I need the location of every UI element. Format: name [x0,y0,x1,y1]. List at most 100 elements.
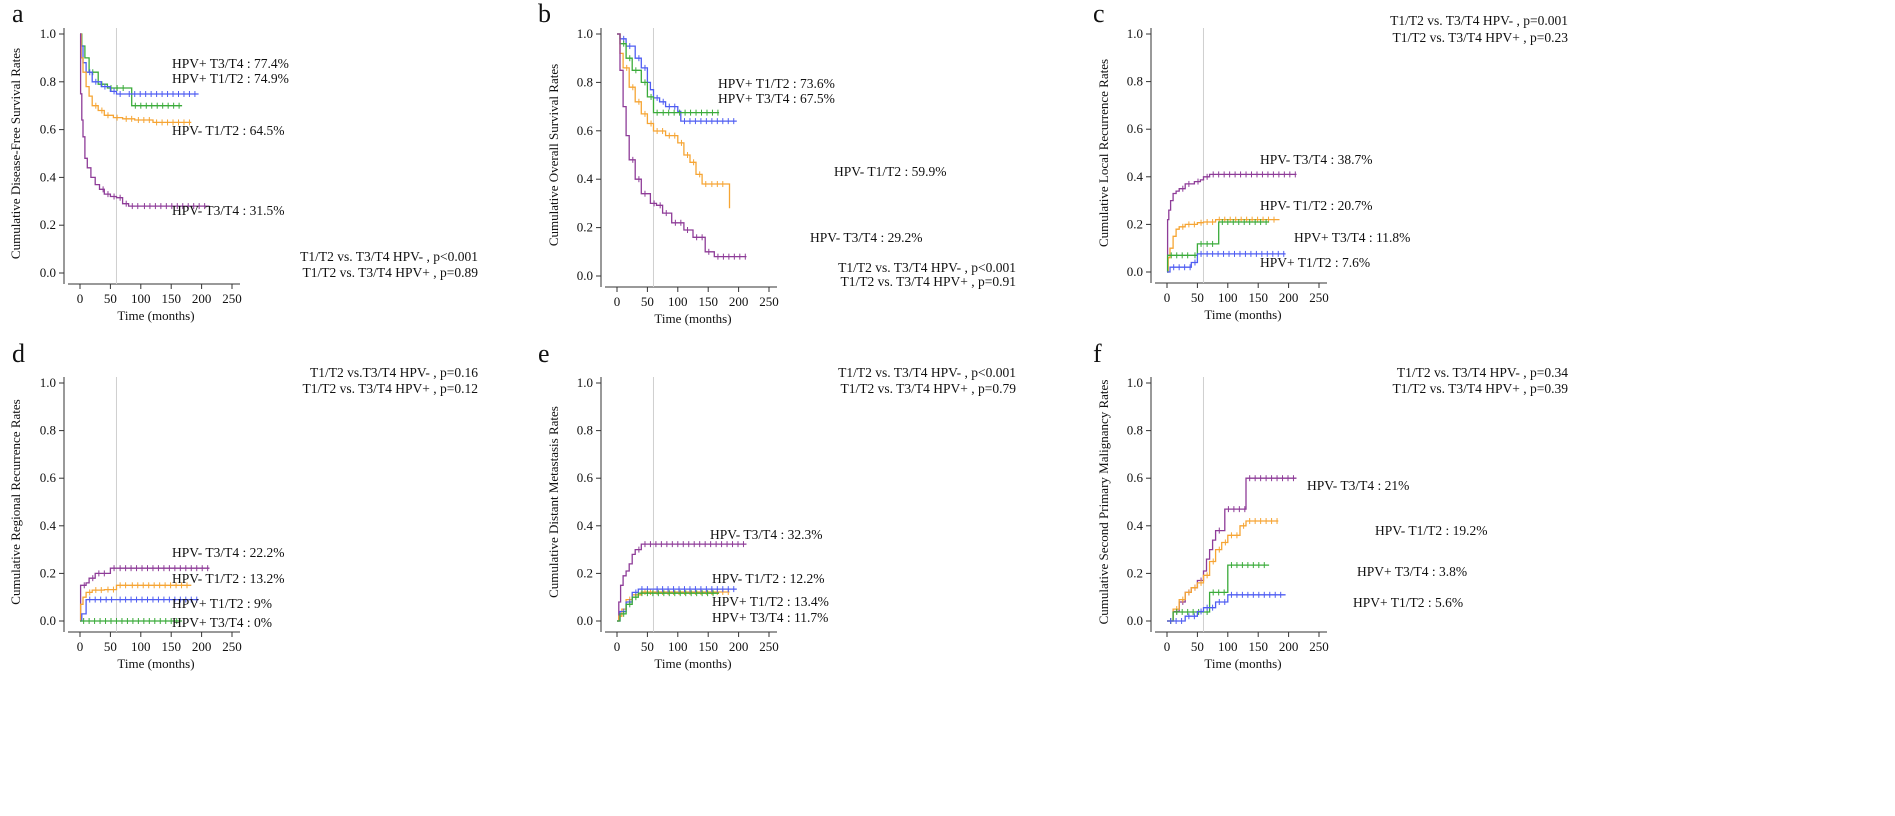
panel-e: e 0 50 100 150 200 250 0.0 0.2 0.4 0.6 0.8 1.0 Time (… [538,339,1016,671]
stats-annotation: T1/T2 vs. T3/T4 HPV+ , p=0.91 [841,274,1016,289]
km-curve-hpv-t1-t2 [1167,218,1280,273]
x-tick-label: 200 [192,639,212,654]
panel-a: a 0 50 100 150 200 250 0.0 0.2 0.4 0.6 0.8 1.0 Time (… [8,0,478,323]
y-tick-label: 0.4 [577,171,594,186]
stats-annotation: T1/T2 vs. T3/T4 HPV+ , p=0.39 [1393,381,1569,396]
curve-label-hpv-t1-t2: HPV+ T1/T2 : 5.6% [1353,595,1463,610]
curve-label-hpv-t1-t2: HPV- T1/T2 : 20.7% [1260,198,1373,213]
x-tick-label: 150 [698,639,718,654]
stats-annotation: T1/T2 vs. T3/T4 HPV+ , p=0.12 [303,381,478,396]
stats-annotation: T1/T2 vs. T3/T4 HPV- , p=0.34 [1397,365,1568,380]
x-tick-label: 0 [614,639,621,654]
y-tick-label: 1.0 [40,375,56,390]
panel-b: b 0 50 100 150 200 250 0.0 0.2 0.4 0.6 0.8 1.0 Time (… [538,0,1016,326]
y-tick-label: 0.4 [40,169,57,184]
y-tick-label: 0.0 [1127,264,1143,279]
x-axis-label: Time (months) [117,308,194,323]
km-curve-hpv-t3-t4 [617,33,720,114]
x-axis-label: Time (months) [1204,307,1281,322]
x-axis-label: Time (months) [117,656,194,671]
y-tick-label: 0.8 [40,74,56,89]
curve-label-hpv-t3-t4: HPV+ T3/T4 : 67.5% [718,91,835,106]
km-curve-hpv-t1-t2 [80,33,199,95]
curve-label-hpv-t3-t4: HPV+ T3/T4 : 3.8% [1357,564,1467,579]
y-tick-label: 0.6 [577,470,594,485]
panel-letter: b [538,0,551,28]
x-tick-label: 0 [77,291,84,306]
curve-label-hpv-t3-t4: HPV+ T3/T4 : 77.4% [172,56,289,71]
x-tick-label: 0 [614,294,621,309]
y-tick-label: 0.2 [577,565,593,580]
stats-annotation: T1/T2 vs. T3/T4 HPV+ , p=0.23 [1393,30,1569,45]
panel-c: c 0 50 100 150 200 250 0.0 0.2 0.4 0.6 0.8 1.0 Time (… [1093,0,1568,322]
curve-label-hpv-t3-t4: HPV- T3/T4 : 38.7% [1260,152,1373,167]
curve-label-hpv-t1-t2: HPV+ T1/T2 : 7.6% [1260,255,1370,270]
y-tick-label: 1.0 [40,26,56,41]
stats-annotation: T1/T2 vs. T3/T4 HPV- , p<0.001 [838,365,1016,380]
x-tick-label: 150 [1248,290,1268,305]
y-tick-label: 0.0 [1127,613,1143,628]
x-tick-label: 50 [104,639,117,654]
panel-letter: f [1093,339,1102,368]
panel-d: d 0 50 100 150 200 250 0.0 0.2 0.4 0.6 0.8 1.0 Time (… [8,339,478,671]
x-tick-label: 100 [1218,639,1238,654]
x-tick-label: 250 [1309,639,1329,654]
x-tick-label: 50 [641,639,654,654]
y-tick-label: 0.8 [1127,423,1143,438]
km-curve-hpv-t3-t4 [617,543,747,622]
stats-annotation: T1/T2 vs. T3/T4 HPV+ , p=0.79 [841,381,1017,396]
y-tick-label: 0.8 [40,423,56,438]
curve-label-hpv-t1-t2: HPV- T1/T2 : 12.2% [712,571,825,586]
y-axis-label: Cumulative Overall Survival Rates [546,64,561,246]
panel-f: f 0 50 100 150 200 250 0.0 0.2 0.4 0.6 0.8 1.0 Time (… [1093,339,1568,671]
km-curve-hpv-t3-t4 [79,33,210,207]
y-axis-label: Cumulative Distant Metastasis Rates [546,406,561,598]
km-curve-hpv-t3-t4 [617,33,747,258]
panel-letter: e [538,339,550,368]
curve-label-hpv-t1-t2: HPV+ T1/T2 : 9% [172,596,272,611]
x-tick-label: 50 [104,291,117,306]
km-curve-hpv-t3-t4 [617,592,720,622]
curve-label-hpv-t3-t4: HPV- T3/T4 : 21% [1307,478,1409,493]
curve-label-hpv-t3-t4: HPV+ T3/T4 : 0% [172,615,272,630]
x-tick-label: 150 [161,639,181,654]
curve-label-hpv-t1-t2: HPV+ T1/T2 : 13.4% [712,594,829,609]
y-tick-label: 1.0 [1127,26,1143,41]
y-tick-label: 0.4 [577,518,594,533]
x-tick-label: 100 [668,639,688,654]
y-tick-label: 1.0 [1127,375,1143,390]
y-axis-label: Cumulative Local Recurrence Rates [1096,59,1111,247]
y-tick-label: 0.2 [40,565,56,580]
x-tick-label: 100 [668,294,688,309]
x-tick-label: 150 [161,291,181,306]
stats-annotation: T1/T2 vs. T3/T4 HPV- , p<0.001 [838,260,1016,275]
km-curve-hpv-t3-t4 [80,33,183,107]
km-curve-hpv-t1-t2 [1167,594,1286,622]
y-tick-label: 0.2 [1127,565,1143,580]
stats-annotation: T1/T2 vs. T3/T4 HPV+ , p=0.89 [303,265,479,280]
y-tick-label: 0.2 [40,217,56,232]
x-tick-label: 250 [222,639,242,654]
x-tick-label: 200 [1279,639,1299,654]
y-tick-label: 0.8 [1127,74,1143,89]
y-tick-label: 0.6 [40,470,57,485]
x-tick-label: 200 [1279,290,1299,305]
x-axis-label: Time (months) [654,311,731,326]
curve-label-hpv-t1-t2: HPV- T1/T2 : 19.2% [1375,523,1488,538]
curve-label-hpv-t1-t2: HPV- T1/T2 : 64.5% [172,123,285,138]
x-axis-label: Time (months) [1204,656,1281,671]
x-tick-label: 200 [729,294,749,309]
km-curve-hpv-t3-t4 [1166,173,1297,273]
curve-label-hpv-t3-t4: HPV+ T3/T4 : 11.8% [1294,230,1410,245]
y-tick-label: 0.0 [577,613,593,628]
curve-label-hpv-t1-t2: HPV- T1/T2 : 59.9% [834,164,947,179]
y-tick-label: 0.2 [1127,216,1143,231]
y-tick-label: 0.6 [1127,121,1144,136]
y-tick-label: 0.8 [577,423,593,438]
curve-label-hpv-t3-t4: HPV- T3/T4 : 32.3% [710,527,823,542]
curve-label-hpv-t3-t4: HPV- T3/T4 : 22.2% [172,545,285,560]
y-tick-label: 0.8 [577,74,593,89]
y-tick-label: 0.6 [1127,470,1144,485]
x-tick-label: 250 [759,639,779,654]
